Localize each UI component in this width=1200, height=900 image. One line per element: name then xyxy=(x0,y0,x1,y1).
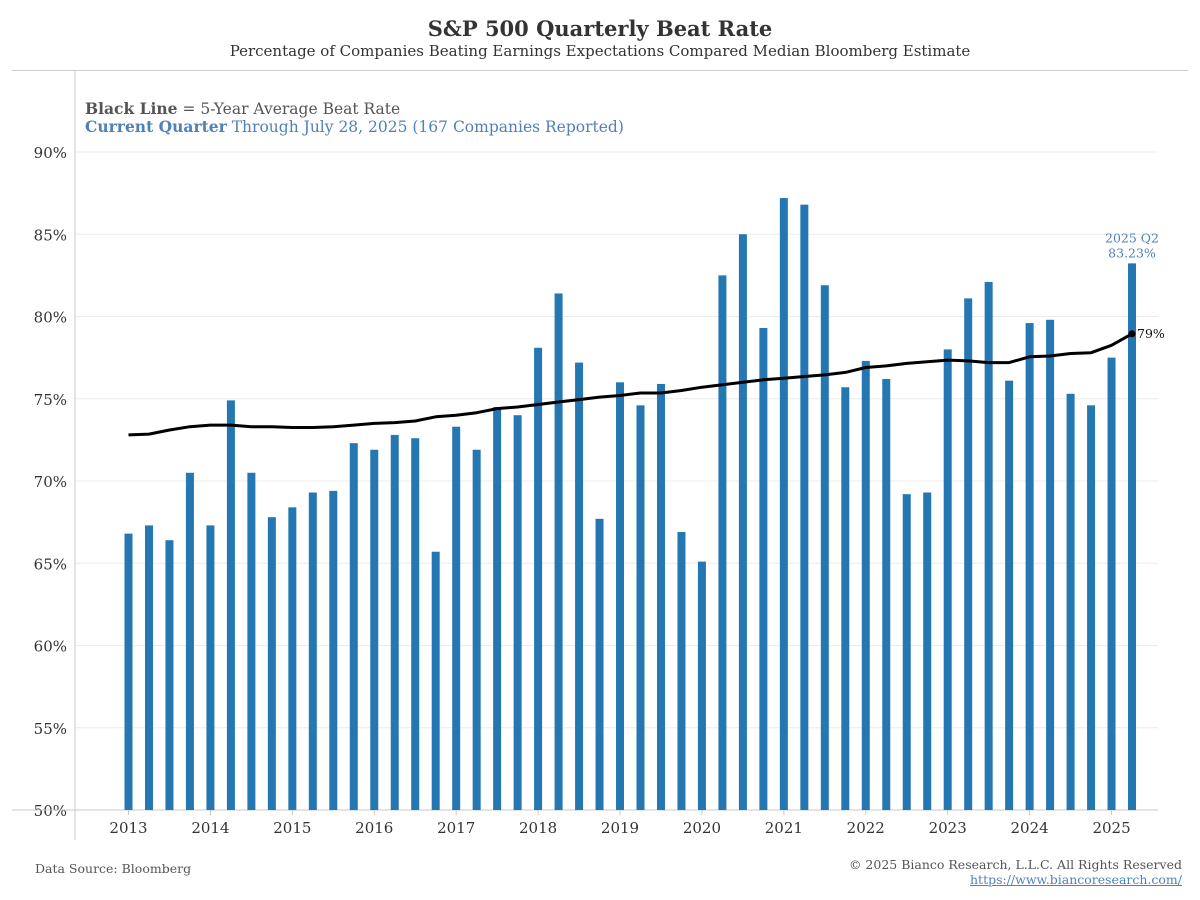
legend-note-current-bold: Current Quarter xyxy=(85,117,227,136)
y-tick-label: 70% xyxy=(34,473,67,491)
bar xyxy=(411,438,420,810)
bar xyxy=(841,387,850,810)
bar xyxy=(144,525,153,810)
five-year-average-line xyxy=(128,332,1133,437)
bar xyxy=(1066,393,1075,810)
bar xyxy=(943,349,952,810)
x-tick-label: 2024 xyxy=(1011,819,1049,837)
last-bar-period-label: 2025 Q2 xyxy=(1105,230,1159,245)
legend-note-line-text: = 5-Year Average Beat Rate xyxy=(177,100,401,118)
bar xyxy=(513,415,522,810)
bar xyxy=(616,382,625,810)
bar xyxy=(1005,380,1014,810)
bar xyxy=(595,518,604,810)
bar xyxy=(656,383,665,810)
x-tick-label: 2015 xyxy=(273,819,311,837)
x-tick-label: 2021 xyxy=(765,819,803,837)
header-divider xyxy=(12,70,1188,71)
legend-note-current-text: Through July 28, 2025 (167 Companies Rep… xyxy=(226,118,624,136)
bar xyxy=(800,204,809,810)
line-end-label: 79% xyxy=(1137,326,1165,341)
bar xyxy=(493,406,502,810)
bar xyxy=(1025,323,1034,810)
footer-credits: © 2025 Bianco Research, L.L.C. All Right… xyxy=(849,857,1182,887)
y-tick-label: 90% xyxy=(34,144,67,162)
legend-note-current: Current Quarter Through July 28, 2025 (1… xyxy=(85,117,624,136)
y-tick-label: 80% xyxy=(34,309,67,327)
y-tick-label: 65% xyxy=(34,555,67,573)
y-tick-label: 85% xyxy=(34,226,67,244)
bar xyxy=(1128,263,1137,811)
legend-note-line-bold: Black Line xyxy=(85,99,178,118)
chart-subtitle: Percentage of Companies Beating Earnings… xyxy=(229,42,971,60)
bar xyxy=(575,362,584,810)
bar xyxy=(124,533,133,810)
bar xyxy=(779,198,788,810)
bar xyxy=(902,494,911,810)
bar xyxy=(247,472,256,810)
y-tick-label: 60% xyxy=(34,638,67,656)
bar xyxy=(677,531,686,810)
bar xyxy=(349,443,358,810)
bar xyxy=(472,449,481,810)
bar xyxy=(288,507,297,810)
bar xyxy=(861,360,870,810)
bar xyxy=(165,540,174,810)
bar xyxy=(820,285,829,810)
bar xyxy=(1107,357,1116,810)
x-tick-label: 2014 xyxy=(191,819,229,837)
website-link[interactable]: https://www.biancoresearch.com/ xyxy=(970,872,1182,887)
bar xyxy=(738,234,747,810)
bar xyxy=(185,472,194,810)
bar xyxy=(759,328,768,810)
x-tick-label: 2020 xyxy=(683,819,721,837)
x-tick-label: 2013 xyxy=(109,819,147,837)
chart-title: S&P 500 Quarterly Beat Rate xyxy=(427,16,773,41)
bar xyxy=(226,400,235,810)
bar xyxy=(1046,319,1055,810)
x-tick-label: 2023 xyxy=(929,819,967,837)
x-tick-label: 2022 xyxy=(847,819,885,837)
x-tick-label: 2016 xyxy=(355,819,393,837)
bar xyxy=(431,551,440,810)
x-tick-label: 2018 xyxy=(519,819,557,837)
x-tick-label: 2025 xyxy=(1092,819,1130,837)
bar xyxy=(636,405,645,810)
y-tick-label: 55% xyxy=(34,720,67,738)
bar xyxy=(267,517,276,810)
x-tick-label: 2019 xyxy=(601,819,639,837)
bar xyxy=(329,490,338,810)
x-tick-label: 2017 xyxy=(437,819,475,837)
bar xyxy=(1087,405,1096,810)
bar xyxy=(984,281,993,811)
bar xyxy=(370,449,379,810)
y-tick-label: 50% xyxy=(34,802,67,820)
y-tick-label: 75% xyxy=(34,391,67,409)
last-bar-value-label: 83.23% xyxy=(1108,245,1156,260)
bar xyxy=(923,492,932,810)
legend-note-line: Black Line = 5-Year Average Beat Rate xyxy=(85,99,400,118)
bar xyxy=(452,426,461,810)
bar xyxy=(390,434,399,810)
bar xyxy=(718,275,727,810)
bar xyxy=(308,492,317,810)
bar xyxy=(554,293,563,811)
bar xyxy=(697,561,706,810)
bar xyxy=(964,298,973,810)
bar xyxy=(206,525,215,810)
line-end-point xyxy=(1128,330,1136,338)
bar xyxy=(882,379,891,810)
bar xyxy=(534,347,543,810)
data-source: Data Source: Bloomberg xyxy=(35,861,192,876)
copyright-text: © 2025 Bianco Research, L.L.C. All Right… xyxy=(848,857,1182,872)
